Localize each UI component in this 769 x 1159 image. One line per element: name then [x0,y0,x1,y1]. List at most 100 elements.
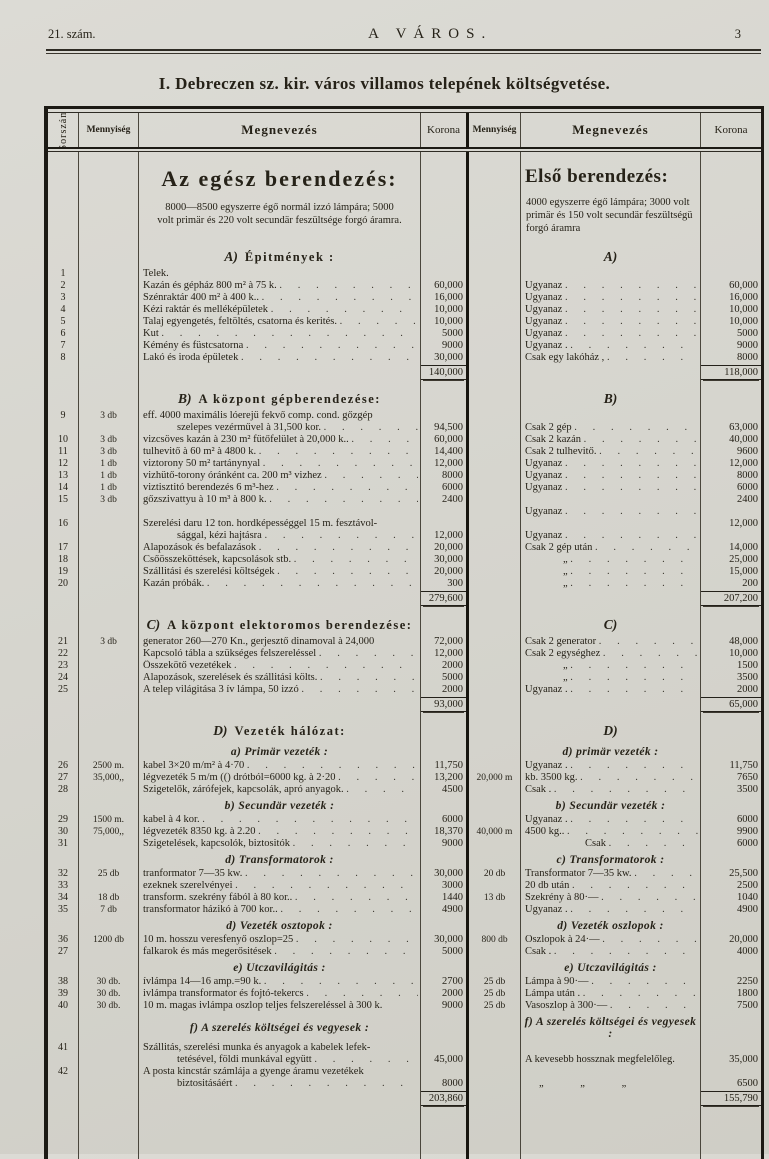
amount-right: 2250 [737,976,758,987]
quantity-right [469,958,521,976]
dot-leader [316,648,418,660]
amount-right: 3500 [737,784,758,795]
quantity-left: 3 db [79,494,139,506]
row-number: 15 [48,494,79,506]
subsection-title-left: f) A szerelés költségei és vegyesek : [189,1022,370,1034]
description-right: Csak [521,838,701,850]
description-left: B) A központ gépberendezése: [139,385,421,410]
item-label-left: transform. szekrény fából à 80 kor.. [143,892,293,903]
description-left: Szénraktár 400 m² à 400 k.. [139,292,421,304]
row-number [48,696,79,717]
row-number [48,717,79,742]
quantity-left [79,542,139,554]
dot-leader [569,880,698,892]
total-amount-left: 140,000 [421,365,466,380]
row-number: 39 [48,988,79,1000]
amount-right: 1040 [737,892,758,903]
description-left: Szerelési daru 12 ton. hordképességgel 1… [139,518,421,530]
section-letter-right: D) [603,723,618,738]
quantity-left: 3 db [79,446,139,458]
dot-leader [267,494,418,506]
item-label-left: 10 m. magas ivlámpa oszlop teljes felsze… [143,1000,383,1011]
quantity-left [79,340,139,352]
dot-leader [568,566,698,578]
quantity-left [79,328,139,340]
dot-leader [551,784,698,796]
description-left: Szigetelések, kapcsolók, biztositók [139,838,421,850]
quantity-left: 1 db [79,458,139,470]
amount-left [421,1111,469,1159]
description-left: transform. szekrény fából à 80 kor.. [139,892,421,904]
item-label-left: ezeknek szerelvényei [143,880,233,891]
item-label-left: ivlámpa transformator és fojtó-tekercs [143,988,304,999]
row-number: 27 [48,772,79,784]
item-label-right: Lámpa után . [525,988,581,999]
row-number: 25 [48,684,79,696]
quantity-left [79,518,139,530]
amount-right: 2000 [737,684,758,695]
quantity-left: 3 db [79,636,139,648]
subsection-title-left: a) Primär vezeték : [230,746,329,758]
quantity-right [469,482,521,494]
quantity-right [469,660,521,672]
item-label-right: „ „ „ [539,1078,627,1089]
dot-leader [632,868,698,880]
description-right: „ [521,660,701,672]
quantity-right [469,648,521,660]
quantity-left [79,243,139,268]
dot-leader [580,988,698,1000]
description-left: falkarok és más megerősitések [139,946,421,958]
amount-left: 16,000 [421,292,469,304]
quantity-left: 25 db [79,868,139,880]
row-number: 27 [48,946,79,958]
table-row: 40 30 db. 10 m. magas ivlámpa oszlop telje… [48,1000,761,1012]
description-left: Kézi raktár és melléképületek [139,304,421,316]
item-label-right: 4500 kg.. [525,826,565,837]
section-title-left: A központ gépberendezése: [198,392,381,406]
row-number: 22 [48,648,79,660]
description-left: Kazán próbák. [139,578,421,590]
dot-leader [275,566,418,578]
item-label-left: kabel 3×20 m/m² à 4·70 [143,760,245,771]
description-left: kabel à 4 kor. [139,814,421,826]
row-number: 36 [48,934,79,946]
quantity-left [79,530,139,542]
amount-right: 14,000 [729,542,758,553]
row-number [48,1054,79,1066]
description-right: Ugyanaz [521,482,701,494]
description-left: vizhütő-torony óránként ca. 200 m³ vizhe… [139,470,421,482]
amount-right: 207,200 [701,590,761,611]
table-row: 19 Szállitási és szerelési költségek 20,00… [48,566,761,578]
section-heading-right: C) [523,611,698,636]
left-section-title: Az egész berendezés: [161,166,398,191]
row-number: 3 [48,292,79,304]
amount-left: 279,600 [421,590,469,611]
amount-right [701,410,761,422]
quantity-right [469,672,521,684]
description-left: kabel 3×20 m/m² à 4·70 [139,760,421,772]
description-right [521,1042,701,1054]
page-header: 21. szám. A VÁROS. 3 [0,0,769,47]
item-label-right: Ugyanaz [525,292,563,303]
amount-left [421,1042,469,1054]
quantity-left [79,1054,139,1066]
description-left: 10 m. magas ivlámpa oszlop teljes felsze… [139,1000,421,1012]
table-row: 27 35,000,, légvezeték 5 m/m (() drótból=6… [48,772,761,784]
intro-spacer [79,152,139,243]
left-section-subtitle: 8000—8500 egyszerre égő normál izzó lámp… [157,202,402,226]
item-label-left: viztisztitó berendezés 6 m³-hez [143,482,274,493]
amount-left: 2000 [421,684,469,696]
description-left: ivlámpa transformator és fojtó-tekercs [139,988,421,1000]
amount-right [701,717,761,742]
amount-left [421,742,469,760]
description-left: b) Secundär vezeték : [139,796,421,814]
table-row: 39 30 db. ivlámpa transformator és fojtó-t… [48,988,761,1000]
description-right: Transformator 7—35 kw. [521,868,701,880]
section-letter-left: B) [178,391,192,406]
dot-leader [600,648,698,660]
section-heading-left: B) A központ gépberendezése: [141,385,418,410]
amount-left: 203,860 [421,1090,469,1111]
description-left: ezeknek szerelvényei [139,880,421,892]
amount-left: 20,000 [421,566,469,578]
description-right: 20 db után [521,880,701,892]
